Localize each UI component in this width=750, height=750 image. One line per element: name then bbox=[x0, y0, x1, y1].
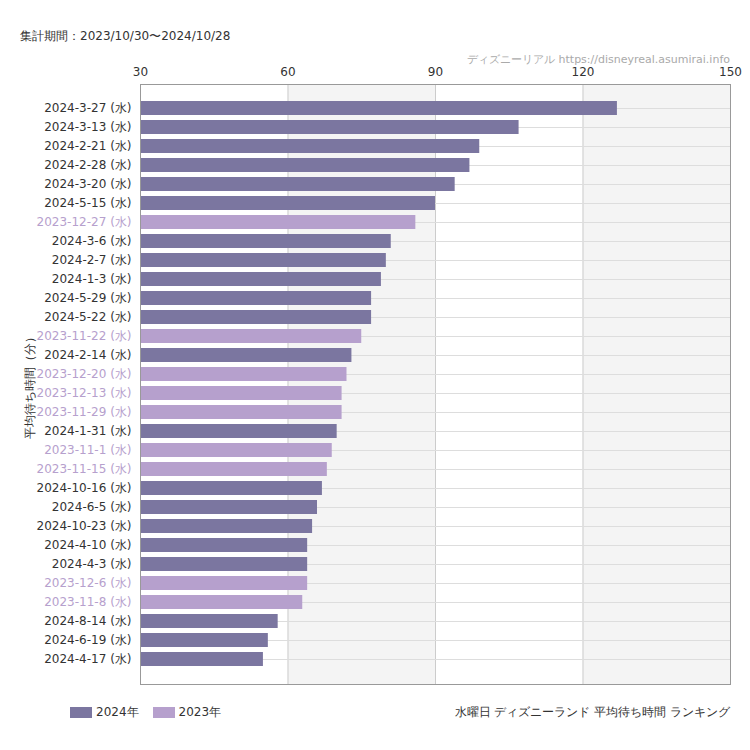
svg-text:2024-1-31 (水): 2024-1-31 (水) bbox=[44, 424, 131, 438]
html-text:2023年: 2023年 bbox=[178, 705, 222, 719]
svg-text:150: 150 bbox=[719, 65, 742, 79]
html-text:2024年: 2024年 bbox=[96, 705, 139, 719]
svg-text:2023-11-15 (水): 2023-11-15 (水) bbox=[37, 462, 132, 476]
svg-text:2023-11-22 (水): 2023-11-22 (水) bbox=[37, 329, 132, 343]
svg-text:2024-6-19 (水): 2024-6-19 (水) bbox=[44, 633, 131, 647]
html-text:水曜日 ディズニーランド 平均待ち時間 ランキング: 水曜日 ディズニーランド 平均待ち時間 ランキング bbox=[454, 705, 730, 719]
html-text:集計期間：2023/10/30〜2024/10/28: 集計期間：2023/10/30〜2024/10/28 bbox=[20, 29, 231, 43]
svg-text:2024-4-3 (水): 2024-4-3 (水) bbox=[52, 557, 132, 571]
svg-text:2024-3-20 (水): 2024-3-20 (水) bbox=[44, 177, 131, 191]
svg-text:2024-3-6 (水): 2024-3-6 (水) bbox=[52, 234, 132, 248]
svg-text:2023-11-29 (水): 2023-11-29 (水) bbox=[37, 405, 132, 419]
svg-text:2024-2-7 (水): 2024-2-7 (水) bbox=[52, 253, 132, 267]
html-text:ディズニーリアル https://disneyreal.as: ディズニーリアル https://disneyreal.asumirai.inf… bbox=[467, 53, 730, 66]
svg-text:2024-3-13 (水): 2024-3-13 (水) bbox=[44, 120, 131, 134]
svg-text:2024-2-28 (水): 2024-2-28 (水) bbox=[44, 158, 131, 172]
svg-text:2024-10-16 (水): 2024-10-16 (水) bbox=[37, 481, 132, 495]
svg-text:2024-1-3 (水): 2024-1-3 (水) bbox=[52, 272, 132, 286]
svg-text:2024-4-10 (水): 2024-4-10 (水) bbox=[44, 538, 131, 552]
svg-text:120: 120 bbox=[572, 65, 595, 79]
svg-text:2024-3-27 (水): 2024-3-27 (水) bbox=[44, 101, 131, 115]
svg-text:2024-10-23 (水): 2024-10-23 (水) bbox=[37, 519, 132, 533]
svg-text:2024-8-14 (水): 2024-8-14 (水) bbox=[44, 614, 131, 628]
svg-text:2023-11-8 (水): 2023-11-8 (水) bbox=[44, 595, 131, 609]
svg-text:2023-12-27 (水): 2023-12-27 (水) bbox=[37, 215, 132, 229]
svg-text:60: 60 bbox=[280, 65, 295, 79]
svg-text:2024-6-5 (水): 2024-6-5 (水) bbox=[52, 500, 132, 514]
svg-text:2023-12-13 (水): 2023-12-13 (水) bbox=[37, 386, 132, 400]
svg-text:2024-4-17 (水): 2024-4-17 (水) bbox=[44, 652, 131, 666]
svg-text:平均待ち時間（分）: 平均待ち時間（分） bbox=[23, 331, 37, 439]
svg-text:2023-12-6 (水): 2023-12-6 (水) bbox=[44, 576, 131, 590]
svg-text:2024-5-22 (水): 2024-5-22 (水) bbox=[44, 310, 131, 324]
svg-text:2024-2-21 (水): 2024-2-21 (水) bbox=[44, 139, 131, 153]
svg-text:30: 30 bbox=[133, 65, 148, 79]
svg-text:2024-5-29 (水): 2024-5-29 (水) bbox=[44, 291, 131, 305]
svg-text:90: 90 bbox=[428, 65, 443, 79]
svg-text:2024-2-14 (水): 2024-2-14 (水) bbox=[44, 348, 131, 362]
svg-text:2024-5-15 (水): 2024-5-15 (水) bbox=[44, 196, 131, 210]
svg-text:2023-12-20 (水): 2023-12-20 (水) bbox=[37, 367, 132, 381]
svg-text:2023-11-1 (水): 2023-11-1 (水) bbox=[44, 443, 131, 457]
